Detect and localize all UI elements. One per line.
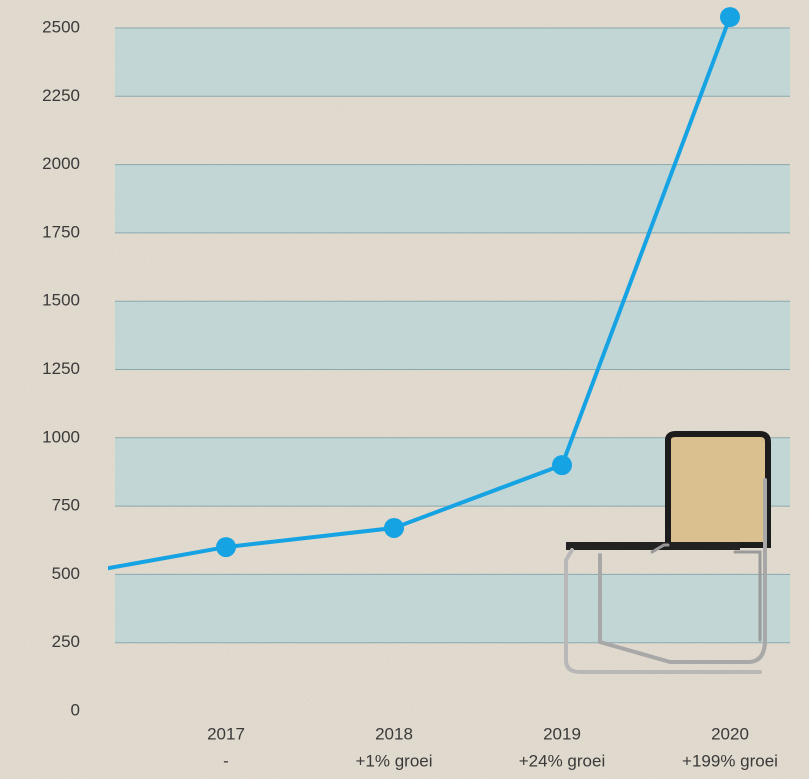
band [115,28,790,97]
chair-illustration [564,431,771,674]
x-tick-label: 2019 [543,724,581,743]
data-point [552,455,572,476]
y-tick-label: 1750 [42,222,80,241]
y-tick-label: 1250 [42,359,80,378]
y-tick-label: 0 [71,700,80,719]
y-tick-label: 2500 [42,17,80,36]
y-tick-label: 2000 [42,154,80,173]
x-tick-sublabel: +24% groei [519,751,605,770]
x-tick-label: 2020 [711,724,749,743]
x-tick-sublabel: +1% groei [355,751,432,770]
x-tick-sublabel: - [223,751,229,770]
x-tick-label: 2017 [207,724,245,743]
y-tick-label: 750 [52,496,80,515]
y-tick-label: 2250 [42,86,80,105]
x-tick-sublabel: +199% groei [682,751,778,770]
y-tick-label: 500 [52,564,80,583]
band [115,574,790,643]
band [115,164,790,233]
data-point [216,537,236,558]
data-point [720,7,740,28]
y-tick-label: 1000 [42,427,80,446]
y-tick-label: 250 [52,632,80,651]
y-tick-label: 1500 [42,291,80,310]
x-tick-label: 2018 [375,724,413,743]
data-point [384,517,404,538]
band [115,301,790,370]
